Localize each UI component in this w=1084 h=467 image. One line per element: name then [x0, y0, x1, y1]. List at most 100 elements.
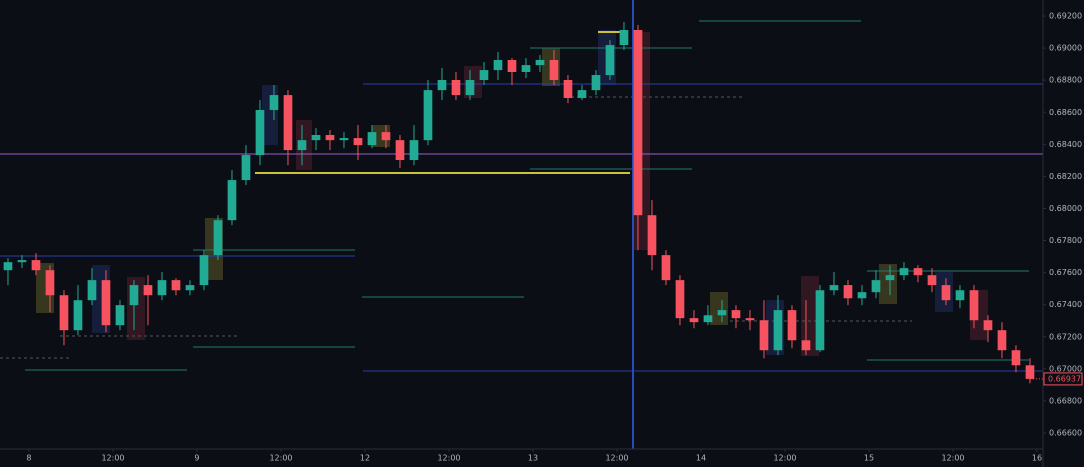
x-tick-label: 12:00 — [605, 454, 628, 463]
candle-body — [787, 310, 797, 341]
candle-body — [899, 268, 909, 276]
last-price-label: 0.66937 — [1048, 374, 1081, 383]
candle-body — [171, 280, 181, 291]
candle-body — [115, 305, 125, 326]
x-tick-label: 14 — [696, 454, 706, 463]
candle-body — [549, 59, 559, 81]
y-tick-label: 0.68200 — [1049, 172, 1082, 181]
candle-body — [283, 95, 293, 151]
candle-body — [199, 255, 209, 286]
candle-body — [801, 340, 811, 351]
candle-body — [815, 290, 825, 351]
candle-body — [423, 90, 433, 141]
y-tick-label: 0.69200 — [1049, 12, 1082, 21]
candle-body — [143, 285, 153, 296]
candle-body — [661, 255, 671, 281]
candle-body — [325, 135, 335, 141]
candle-body — [297, 140, 307, 151]
candle-body — [927, 275, 937, 286]
candle-body — [451, 80, 461, 96]
candle-body — [185, 285, 195, 291]
candle-body — [647, 215, 657, 256]
candle-body — [521, 65, 531, 73]
candle-body — [493, 59, 503, 71]
candle-body — [633, 29, 643, 216]
candle-body — [885, 275, 895, 281]
candle-body — [955, 290, 965, 301]
x-tick-label: 12:00 — [101, 454, 124, 463]
candle-body — [101, 280, 111, 326]
y-tick-label: 0.68000 — [1049, 204, 1082, 213]
candle-body — [437, 80, 447, 91]
candle-body — [395, 140, 405, 161]
candle-body — [255, 110, 265, 156]
candle-body — [913, 268, 923, 276]
candle-body — [745, 318, 755, 321]
candle-body — [605, 45, 615, 76]
candle-body — [675, 280, 685, 319]
candle-body — [73, 300, 83, 331]
zone-box — [879, 264, 897, 304]
y-tick-label: 0.66600 — [1049, 428, 1082, 437]
candle-body — [577, 90, 587, 98]
candle-body — [227, 180, 237, 221]
candle-body — [311, 135, 321, 141]
y-tick-label: 0.68800 — [1049, 76, 1082, 85]
x-tick-label: 15 — [864, 454, 874, 463]
last-price-box — [1043, 372, 1083, 386]
candle-body — [409, 140, 419, 161]
candle-body — [339, 138, 349, 141]
x-tick-label: 12 — [360, 454, 370, 463]
candle-body — [563, 80, 573, 98]
x-tick-label: 16 — [1032, 454, 1042, 463]
candle-body — [759, 320, 769, 351]
candle-body — [465, 80, 475, 96]
x-tick-label: 9 — [194, 454, 199, 463]
candle-body — [843, 285, 853, 299]
candle-body — [591, 75, 601, 91]
candle-body — [241, 155, 251, 181]
x-tick-label: 8 — [26, 454, 31, 463]
candle-body — [87, 280, 97, 301]
candle-body — [45, 270, 55, 296]
candle-body — [857, 292, 867, 299]
y-tick-label: 0.66800 — [1049, 396, 1082, 405]
candle-body — [731, 310, 741, 319]
candle-body — [619, 29, 629, 46]
candle-body — [59, 295, 69, 331]
candle-body — [703, 315, 713, 323]
candle-body — [269, 95, 279, 111]
y-tick-label: 0.68400 — [1049, 140, 1082, 149]
x-tick-label: 13 — [528, 454, 538, 463]
y-tick-label: 0.67200 — [1049, 332, 1082, 341]
candle-body — [969, 290, 979, 321]
candle-body — [717, 310, 727, 316]
candle-body — [829, 285, 839, 291]
candle-body — [871, 280, 881, 293]
zone-box — [710, 292, 728, 325]
y-tick-label: 0.69000 — [1049, 44, 1082, 53]
candle-body — [213, 220, 223, 256]
candle-body — [157, 280, 167, 296]
candle-body — [983, 320, 993, 331]
candle-body — [367, 132, 377, 146]
x-tick-label: 12:00 — [773, 454, 796, 463]
y-tick-label: 0.67600 — [1049, 268, 1082, 277]
candle-body — [129, 285, 139, 306]
candle-body — [689, 318, 699, 323]
candle-body — [1011, 350, 1021, 366]
candle-body — [535, 59, 545, 66]
y-tick-label: 0.67800 — [1049, 236, 1082, 245]
y-tick-label: 0.67000 — [1049, 364, 1082, 373]
x-tick-label: 12:00 — [437, 454, 460, 463]
candle-body — [997, 330, 1007, 351]
zone-box — [262, 85, 278, 145]
candle-body — [1025, 365, 1035, 379]
x-tick-label: 12:00 — [269, 454, 292, 463]
y-tick-label: 0.68600 — [1049, 108, 1082, 117]
candle-body — [507, 59, 517, 73]
candle-body — [17, 260, 27, 263]
